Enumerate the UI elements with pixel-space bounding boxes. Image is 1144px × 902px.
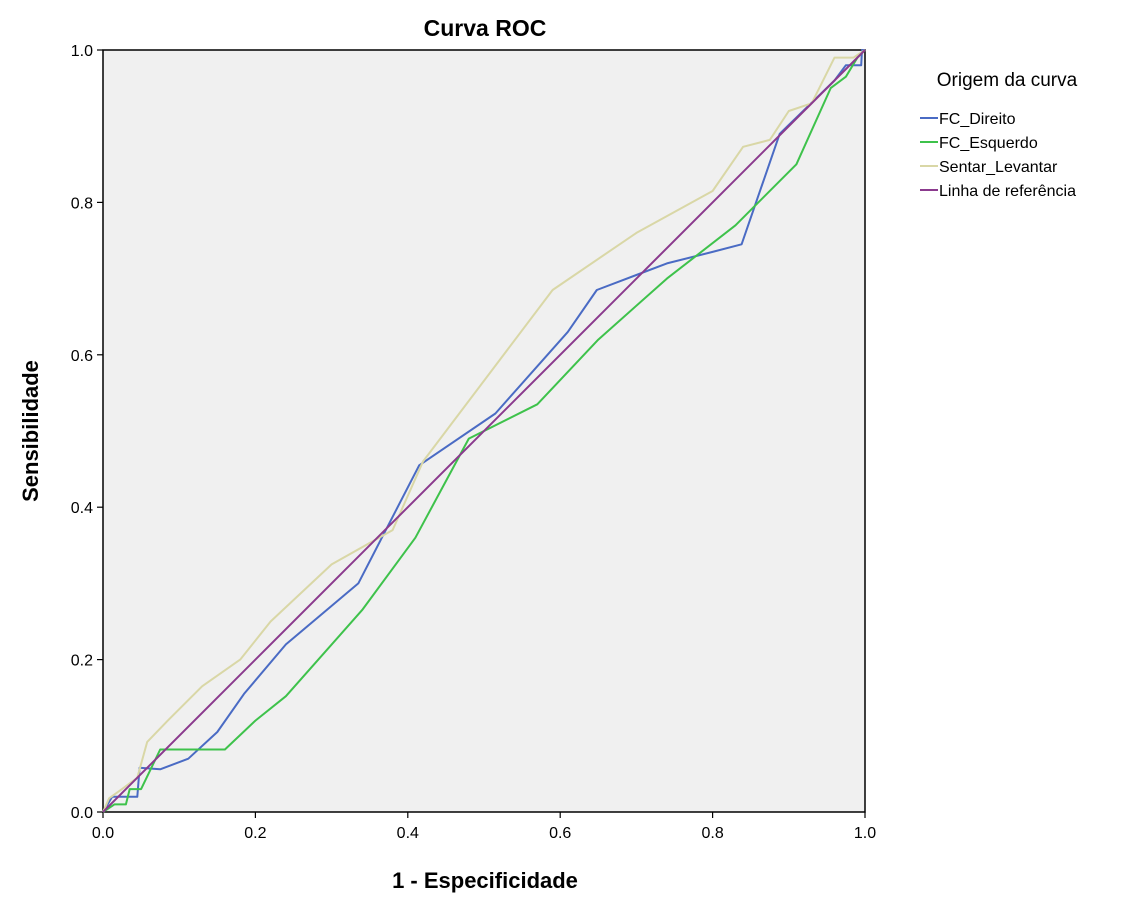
series-lines	[102, 49, 866, 813]
series-line-linha-de-refer-ncia	[102, 49, 866, 813]
legend-label: FC_Direito	[939, 111, 1016, 128]
x-tick-label: 0.2	[244, 825, 266, 842]
chart-title: Curva ROC	[424, 15, 547, 41]
series-line-fc-esquerdo	[102, 49, 866, 813]
x-tick-label: 0.6	[549, 825, 571, 842]
x-tick-label: 0.4	[397, 825, 419, 842]
y-tick-label: 0.6	[71, 348, 93, 365]
y-tick-label: 1.0	[71, 43, 93, 60]
y-tick-label: 0.8	[71, 195, 93, 212]
series-line-sentar-levantar	[102, 49, 866, 813]
x-tick-label: 0.8	[701, 825, 723, 842]
legend-label: FC_Esquerdo	[939, 135, 1038, 152]
x-tick-label: 1.0	[854, 825, 876, 842]
y-axis-ticks: 0.0 0.2 0.4 0.6 0.8 1.0	[71, 43, 103, 822]
legend-title: Origem da curva	[937, 70, 1078, 91]
y-axis-title: Sensibilidade	[18, 360, 43, 502]
x-axis-title: 1 - Especificidade	[392, 868, 578, 893]
y-tick-label: 0.2	[71, 653, 93, 670]
x-axis-ticks: 0.0 0.2 0.4 0.6 0.8 1.0	[92, 812, 876, 842]
legend-label: Sentar_Levantar	[939, 159, 1058, 176]
y-tick-label: 0.0	[71, 805, 93, 822]
x-tick-label: 0.0	[92, 825, 114, 842]
y-tick-label: 0.4	[71, 500, 93, 517]
legend-label: Linha de referência	[939, 183, 1076, 200]
legend: Origem da curva FC_Direito FC_Esquerdo Sen…	[920, 70, 1078, 200]
